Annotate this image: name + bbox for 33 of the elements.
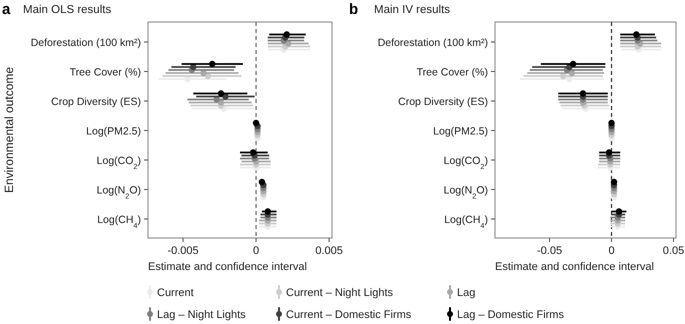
legend-label: Lag – Domestic Firms bbox=[457, 309, 564, 321]
y-tick-label: Log(CO$_{2}$) bbox=[444, 155, 488, 170]
text: a bbox=[2, 1, 11, 18]
y-tick-label: Log(CH$_{4}$) bbox=[444, 214, 488, 230]
legend-label: Current – Domestic Firms bbox=[286, 309, 412, 321]
y-tick-label: Log(CH$_{4}$) bbox=[97, 214, 141, 230]
y-tick-label: Log(PM2.5) bbox=[86, 126, 141, 138]
x-tick-label: -0.005 bbox=[167, 245, 199, 257]
text: b bbox=[349, 1, 358, 18]
y-tick-label: Log(PM2.5) bbox=[433, 126, 488, 138]
y-tick-label: Log(CO$_{2}$) bbox=[96, 155, 141, 170]
y-tick-label: Tree Cover (%) bbox=[70, 66, 141, 78]
y-tick-label: Crop Diversity (ES) bbox=[51, 96, 141, 108]
chart-title: Main IV results bbox=[374, 4, 450, 16]
y-tick-label: Tree Cover (%) bbox=[416, 66, 488, 78]
y-tick-label: Deforestation (100 km²) bbox=[30, 37, 141, 49]
legend-label: Current bbox=[157, 287, 194, 299]
y-tick-label: Log(N$_{2}$O) bbox=[444, 184, 488, 200]
chart-title: Main OLS results bbox=[23, 4, 112, 16]
y-tick-label: Deforestation (100 km²) bbox=[378, 37, 488, 49]
x-axis-title: Estimate and confidence interval bbox=[148, 261, 307, 273]
y-tick-label: Crop Diversity (ES) bbox=[398, 96, 488, 108]
x-tick-label: 0.005 bbox=[315, 245, 343, 257]
x-tick-label: 0.05 bbox=[662, 245, 684, 257]
x-tick-label: 0 bbox=[253, 245, 260, 257]
y-axis-title: Environmental outcome bbox=[2, 66, 16, 194]
x-axis-title: Estimate and confidence interval bbox=[495, 261, 654, 273]
x-tick-label: 0 bbox=[608, 245, 615, 257]
legend-label: Lag bbox=[457, 287, 476, 299]
x-tick-label: -0.05 bbox=[537, 245, 562, 257]
y-tick-label: Log(N$_{2}$O) bbox=[96, 184, 141, 200]
legend-label: Current – Night Lights bbox=[286, 287, 394, 299]
legend-label: Lag – Night Lights bbox=[157, 309, 246, 321]
